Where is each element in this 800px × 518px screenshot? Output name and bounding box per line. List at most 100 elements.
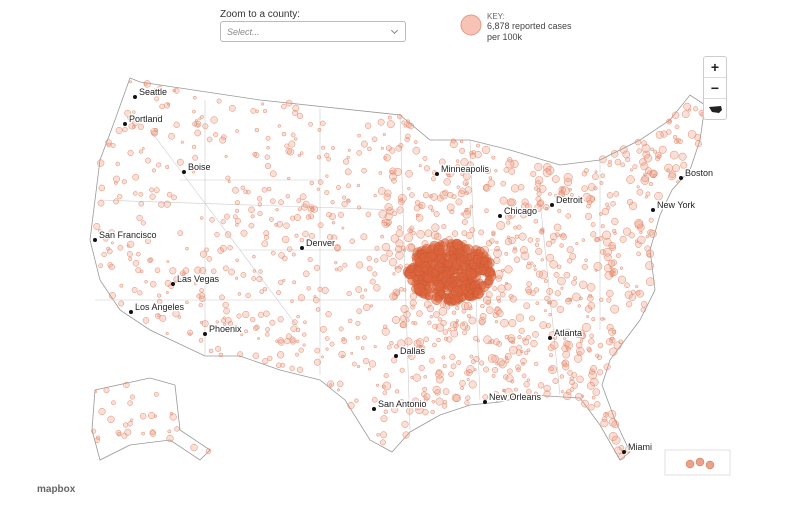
county-circle: [586, 381, 595, 390]
county-circle: [423, 165, 430, 172]
county-circle: [292, 280, 297, 285]
county-circle: [476, 143, 480, 148]
county-circle: [192, 109, 196, 114]
county-circle: [324, 336, 330, 341]
county-circle: [610, 304, 620, 314]
county-circle: [504, 265, 513, 274]
county-select[interactable]: Select...: [220, 21, 406, 42]
county-circle: [317, 127, 322, 132]
county-circle: [341, 337, 346, 342]
county-circle: [575, 241, 579, 246]
county-circle: [356, 308, 363, 315]
county-circle: [469, 151, 474, 156]
county-circle: [442, 189, 449, 196]
county-circle: [290, 325, 297, 332]
county-circle: [641, 140, 648, 147]
county-circle: [579, 332, 586, 339]
county-circle: [166, 102, 171, 106]
county-circle: [636, 251, 642, 257]
county-circle: [321, 355, 324, 359]
city-dot: [93, 238, 97, 242]
county-circle: [252, 151, 258, 157]
county-circle: [509, 295, 517, 303]
county-circle: [581, 238, 586, 242]
county-circle: [560, 232, 566, 238]
county-circle: [667, 119, 672, 124]
county-circle: [449, 353, 456, 361]
county-circle: [347, 148, 351, 152]
county-circle: [389, 147, 396, 154]
county-circle: [442, 400, 448, 405]
county-circle: [389, 292, 398, 301]
county-circle: [257, 311, 264, 318]
county-circle: [611, 420, 620, 429]
county-circle: [526, 288, 533, 295]
county-circle: [223, 307, 230, 315]
county-circle: [139, 412, 147, 420]
county-circle: [655, 130, 664, 139]
county-circle: [565, 213, 572, 219]
county-circle: [385, 222, 390, 227]
city-dot: [651, 208, 655, 212]
county-circle: [256, 196, 263, 202]
city-dot: [372, 407, 376, 411]
county-circle: [150, 128, 158, 136]
county-circle: [401, 120, 406, 125]
county-circle: [416, 338, 424, 347]
county-circle: [297, 207, 302, 212]
county-circle: [668, 172, 676, 181]
county-circle: [586, 315, 590, 318]
county-circle: [574, 354, 583, 363]
county-circle: [560, 233, 567, 241]
county-circle: [258, 269, 263, 274]
city-label: New York: [657, 200, 696, 210]
county-circle: [192, 95, 197, 100]
county-circle: [431, 399, 436, 404]
county-circle: [145, 157, 152, 164]
hotspot-circle: [424, 294, 431, 301]
hotspot-circle: [412, 275, 420, 283]
county-circle: [144, 82, 148, 86]
county-circle: [644, 245, 651, 252]
county-circle: [246, 189, 251, 195]
county-circle: [264, 162, 271, 170]
county-circle: [198, 338, 204, 343]
county-circle: [252, 352, 260, 360]
county-circle: [349, 238, 356, 244]
county-circle: [641, 144, 651, 153]
county-circle: [434, 389, 441, 396]
county-circle: [407, 122, 415, 130]
city-label: Miami: [628, 442, 652, 452]
county-circle: [613, 231, 617, 235]
county-circle: [232, 186, 239, 194]
reset-view-button[interactable]: [704, 99, 726, 119]
county-circle: [399, 287, 404, 292]
city-dot: [435, 172, 439, 176]
county-circle: [441, 223, 447, 230]
county-circle: [204, 247, 209, 253]
county-circle: [672, 164, 681, 172]
county-circle: [390, 234, 399, 243]
county-circle: [487, 179, 495, 187]
county-circle: [344, 168, 352, 176]
county-circle: [154, 313, 161, 319]
county-circle: [418, 164, 422, 168]
city-dot: [133, 95, 137, 99]
county-circle: [396, 339, 406, 348]
county-circle: [533, 268, 537, 272]
hotspot-circle: [459, 254, 468, 263]
county-circle: [620, 162, 626, 168]
county-circle: [492, 338, 500, 346]
county-circle: [127, 149, 134, 156]
county-circle: [499, 196, 508, 205]
county-circle: [523, 381, 530, 388]
county-circle: [442, 388, 450, 395]
county-circle: [507, 210, 516, 219]
zoom-in-button[interactable]: +: [704, 57, 726, 78]
county-circle: [608, 259, 616, 267]
county-circle: [261, 240, 269, 248]
zoom-out-button[interactable]: −: [704, 78, 726, 99]
county-circle: [234, 222, 239, 227]
county-circle: [166, 191, 173, 198]
